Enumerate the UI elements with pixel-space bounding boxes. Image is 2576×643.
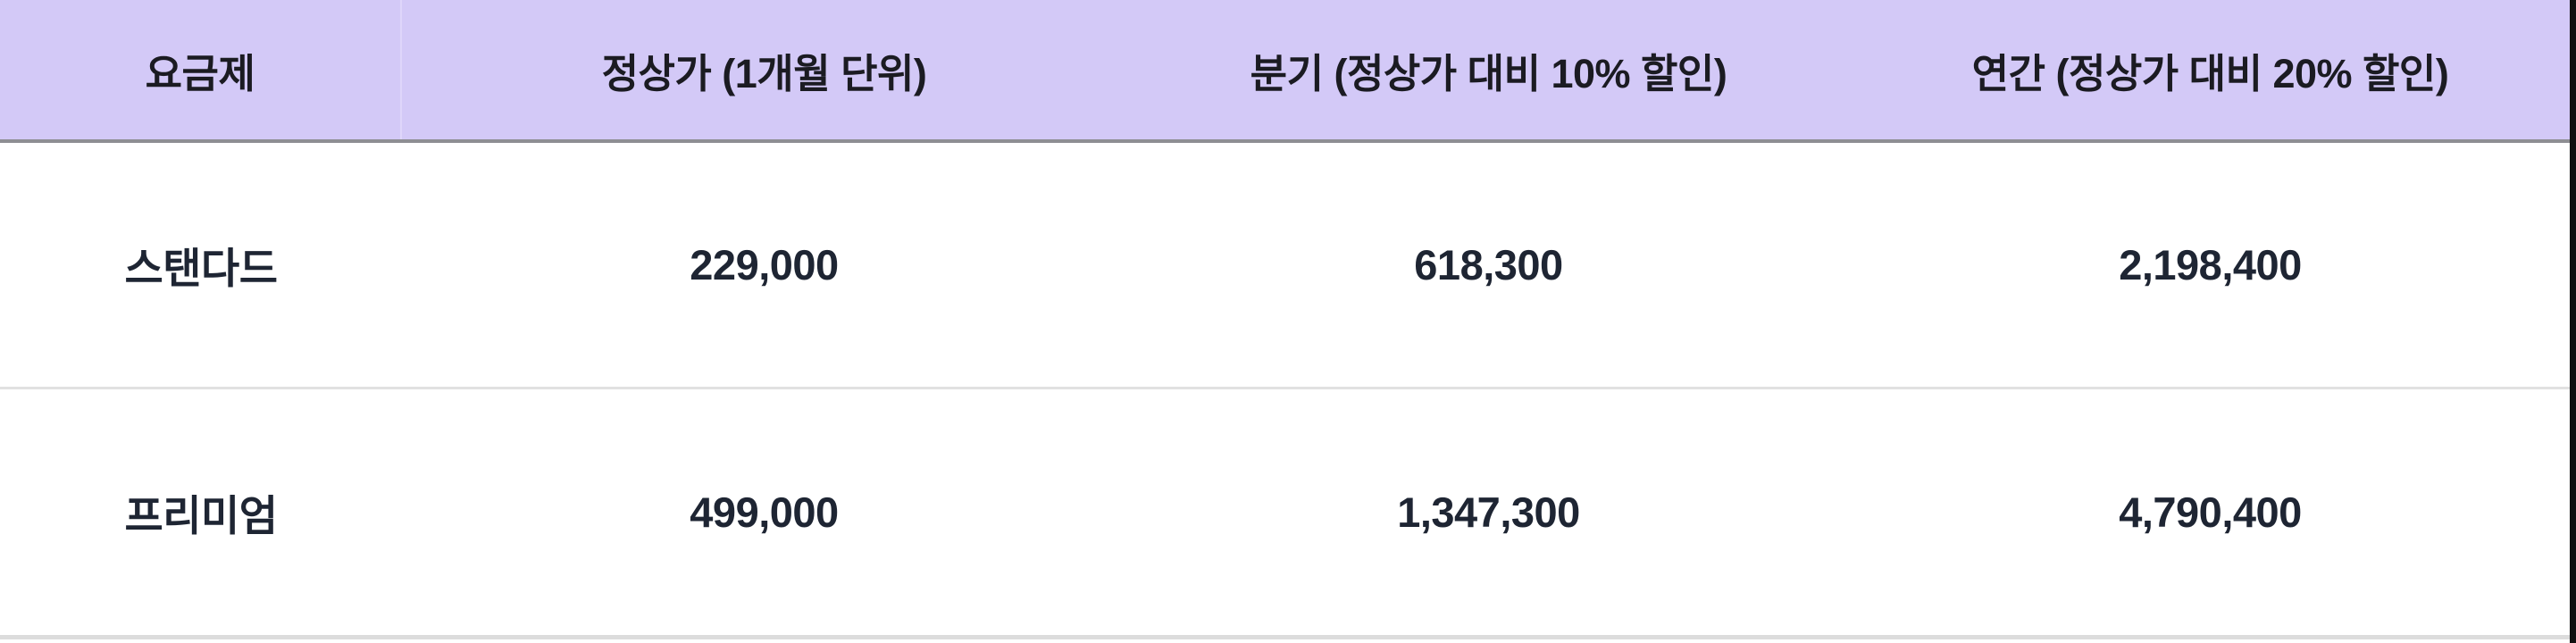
header-cell-quarterly-price: 분기 (정상가 대비 10% 할인) xyxy=(1250,50,1727,96)
table-row-premium: 프리미엄 499,000 1,347,300 4,790,400 xyxy=(0,389,2570,635)
yearly-price-cell: 4,790,400 xyxy=(2119,489,2302,536)
regular-price-cell: 229,000 xyxy=(690,241,839,288)
header-cell-regular-price: 정상가 (1개월 단위) xyxy=(601,50,927,96)
quarterly-price-cell: 1,347,300 xyxy=(1397,489,1580,536)
dark-right-edge xyxy=(2570,0,2576,643)
quarterly-price-cell: 618,300 xyxy=(1414,241,1563,288)
plan-name-cell: 스탠다드 xyxy=(124,245,278,292)
yearly-price-cell: 2,198,400 xyxy=(2119,241,2302,288)
header-cell-yearly-price: 연간 (정상가 대비 20% 할인) xyxy=(1971,50,2449,96)
regular-price-cell: 499,000 xyxy=(690,489,839,536)
header-cell-plan: 요금제 xyxy=(0,0,402,139)
table-header-row: 요금제 정상가 (1개월 단위) 분기 (정상가 대비 10% 할인) 연간 (… xyxy=(0,0,2570,143)
row-divider xyxy=(0,387,2570,389)
bottom-edge-strip xyxy=(0,635,2570,639)
table-row-standard: 스탠다드 229,000 618,300 2,198,400 xyxy=(0,143,2570,387)
plan-name-cell: 프리미엄 xyxy=(124,492,278,539)
